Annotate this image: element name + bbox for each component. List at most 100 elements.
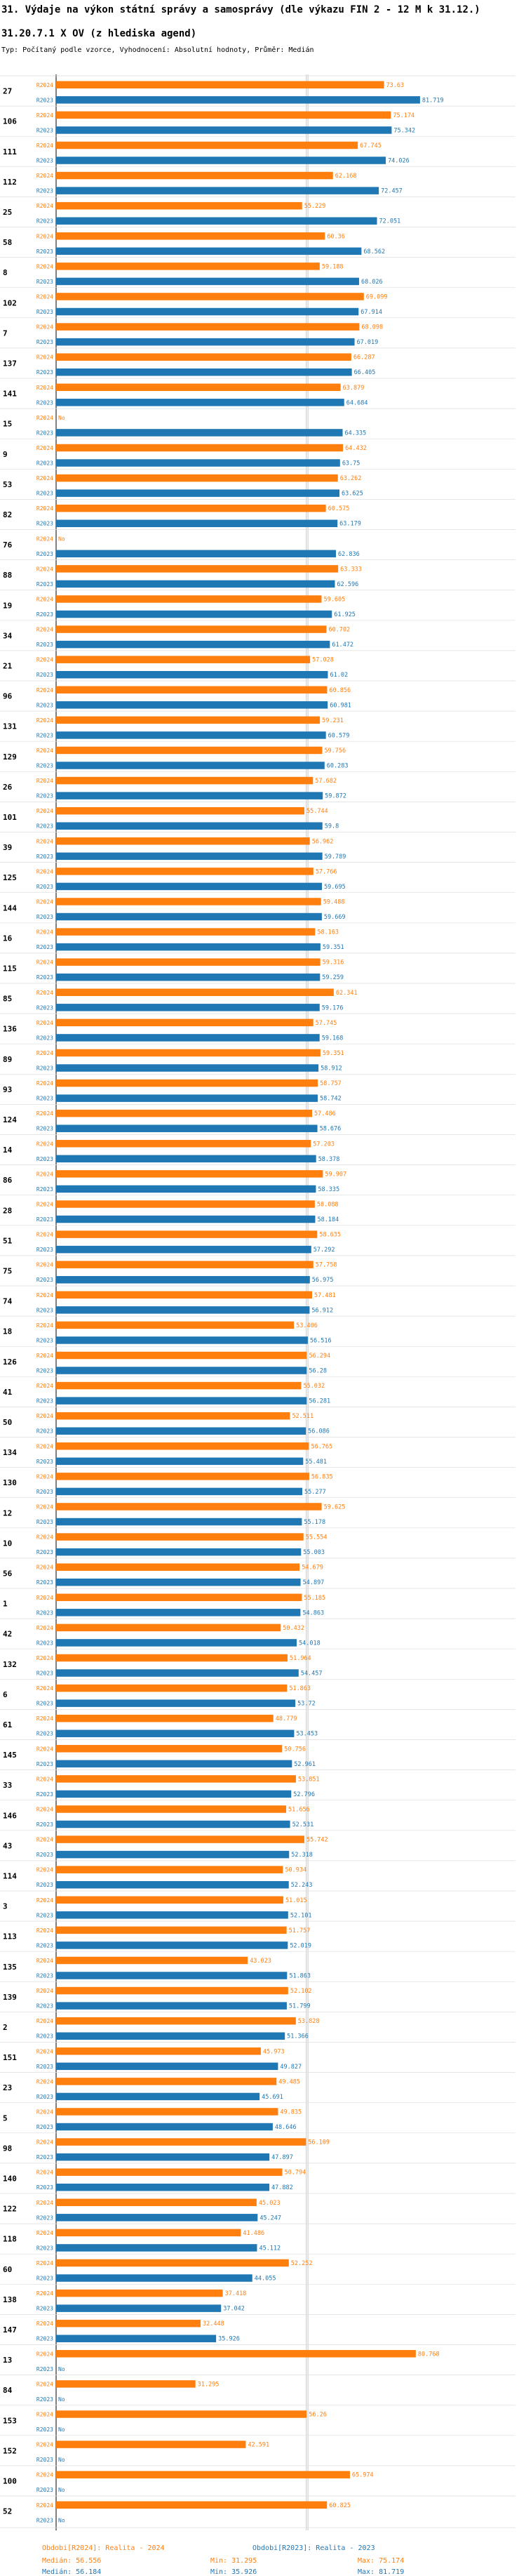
group-label: 113 <box>3 1932 17 1941</box>
series-label-r2023: R2023 <box>36 1126 53 1132</box>
group-label: 51 <box>3 1236 13 1245</box>
series-label-r2023: R2023 <box>36 974 53 981</box>
bar-r2024 <box>56 1775 296 1783</box>
bar-r2024 <box>56 111 391 119</box>
series-label-r2023: R2023 <box>36 823 53 830</box>
bar-r2024 <box>56 2229 241 2237</box>
series-label-r2023: R2023 <box>36 1489 53 1495</box>
bar-value-label: 58.184 <box>317 1216 339 1223</box>
series-label-r2023: R2023 <box>36 854 53 860</box>
series-label-r2023: R2023 <box>36 430 53 436</box>
series-label-r2024: R2024 <box>36 1443 53 1449</box>
bar-r2024 <box>56 1684 288 1692</box>
series-label-r2023: R2023 <box>36 2457 53 2463</box>
bar-value-label: 51.656 <box>288 1806 310 1813</box>
bar-value-label: 52.019 <box>290 1942 311 1949</box>
group-label: 125 <box>3 873 17 882</box>
series-label-r2023: R2023 <box>36 1761 53 1767</box>
bar-value-label: 49.485 <box>278 2078 300 2085</box>
bar-r2024 <box>56 1926 287 1934</box>
group-label: 50 <box>3 1418 12 1427</box>
series-label-r2023: R2023 <box>36 1519 53 1525</box>
series-label-r2024: R2024 <box>36 2321 53 2327</box>
bar-r2024 <box>56 81 384 89</box>
bar-value-label: 56.765 <box>311 1443 332 1450</box>
bar-r2024 <box>56 565 339 573</box>
bar-value-label: 54.018 <box>299 1640 321 1647</box>
group-label: 5 <box>3 2113 8 2123</box>
bar-r2024 <box>56 806 304 815</box>
bar-r2023 <box>56 307 359 316</box>
summary-median: Medián: 56.184 <box>42 2568 102 2576</box>
bar-r2024 <box>56 1533 304 1541</box>
bar-value-label: 31.295 <box>198 2381 220 2388</box>
bar-r2023 <box>56 2183 270 2191</box>
bar-value-label: 60.702 <box>328 627 350 634</box>
series-label-r2024: R2024 <box>36 1050 53 1056</box>
bar-r2023 <box>56 1699 296 1707</box>
bar-value-label: 66.287 <box>353 354 375 361</box>
bar-r2023 <box>56 2092 260 2101</box>
bar-value-label: 63.879 <box>343 385 365 392</box>
series-label-r2023: R2023 <box>36 2245 53 2251</box>
series-label-r2023: R2023 <box>36 1186 53 1193</box>
series-label-r2024: R2024 <box>36 475 53 482</box>
series-label-r2024: R2024 <box>36 566 53 572</box>
bar-value-label: 45.973 <box>263 2048 285 2055</box>
bar-value-label: 54.863 <box>302 1609 324 1616</box>
bar-r2023 <box>56 338 355 346</box>
bar-value-label: 50.794 <box>285 2170 306 2177</box>
series-label-r2023: R2023 <box>36 1731 53 1737</box>
series-label-r2024: R2024 <box>36 2170 53 2176</box>
group-label: 100 <box>3 2476 17 2485</box>
series-label-r2023: R2023 <box>36 460 53 467</box>
group-label: 118 <box>3 2235 17 2244</box>
bar-value-label: 54.897 <box>303 1579 325 1586</box>
bar-value-label: 72.457 <box>381 188 403 195</box>
series-label-r2023: R2023 <box>36 188 53 194</box>
bar-r2024 <box>56 171 333 180</box>
bar-value-label: 57.481 <box>314 1292 336 1299</box>
bar-r2024 <box>56 2350 416 2358</box>
group-label: 101 <box>3 813 17 822</box>
bar-value-label: 58.757 <box>320 1080 342 1087</box>
group-label: 10 <box>3 1539 12 1548</box>
bar-value-label: 51.863 <box>289 1973 311 1980</box>
summary-label: Obdobi[R2023]: Realita - 2023 <box>252 2544 375 2553</box>
bar-r2023 <box>56 2062 278 2071</box>
bar-r2023 <box>56 157 386 164</box>
bar-r2023 <box>56 1487 303 1496</box>
bar-value-label: 68.562 <box>363 248 385 255</box>
bar-r2024 <box>56 2289 223 2297</box>
group-label: 60 <box>3 2265 12 2274</box>
bar-value-label: 47.882 <box>271 2184 293 2191</box>
bar-r2023 <box>56 247 362 255</box>
bar-r2023 <box>56 912 322 921</box>
series-label-r2024: R2024 <box>36 415 53 421</box>
bar-value-label: 41.486 <box>243 2230 264 2237</box>
series-label-r2023: R2023 <box>36 521 53 527</box>
bar-value-label: 55.178 <box>304 1519 325 1526</box>
bar-value-label: 53.851 <box>298 1776 320 1783</box>
series-label-r2023: R2023 <box>36 1942 53 1948</box>
bar-r2023 <box>56 1215 316 1223</box>
bar-r2023 <box>56 701 328 709</box>
bar-r2024 <box>56 2319 201 2328</box>
bar-r2024 <box>56 716 321 724</box>
bar-value-label: 68.098 <box>361 324 383 331</box>
group-label: 153 <box>3 2416 17 2425</box>
bar-value-label: 56.109 <box>308 2139 330 2146</box>
bar-value-label: 62.596 <box>337 581 358 588</box>
group-label: 124 <box>3 1115 17 1124</box>
bar-value-label: 56.975 <box>312 1277 334 1284</box>
group-label: 13 <box>3 2356 12 2365</box>
series-label-r2023: R2023 <box>36 1398 53 1405</box>
group-label: 135 <box>3 1963 17 1972</box>
bar-value-label: 59.669 <box>324 914 346 921</box>
series-label-r2024: R2024 <box>36 1806 53 1812</box>
series-label-r2023: R2023 <box>36 1247 53 1253</box>
bar-value-label: 59.168 <box>322 1035 344 1042</box>
series-label-r2024: R2024 <box>36 1837 53 1843</box>
series-label-r2023: R2023 <box>36 1549 53 1555</box>
bar-value-label: 59.605 <box>323 596 345 603</box>
